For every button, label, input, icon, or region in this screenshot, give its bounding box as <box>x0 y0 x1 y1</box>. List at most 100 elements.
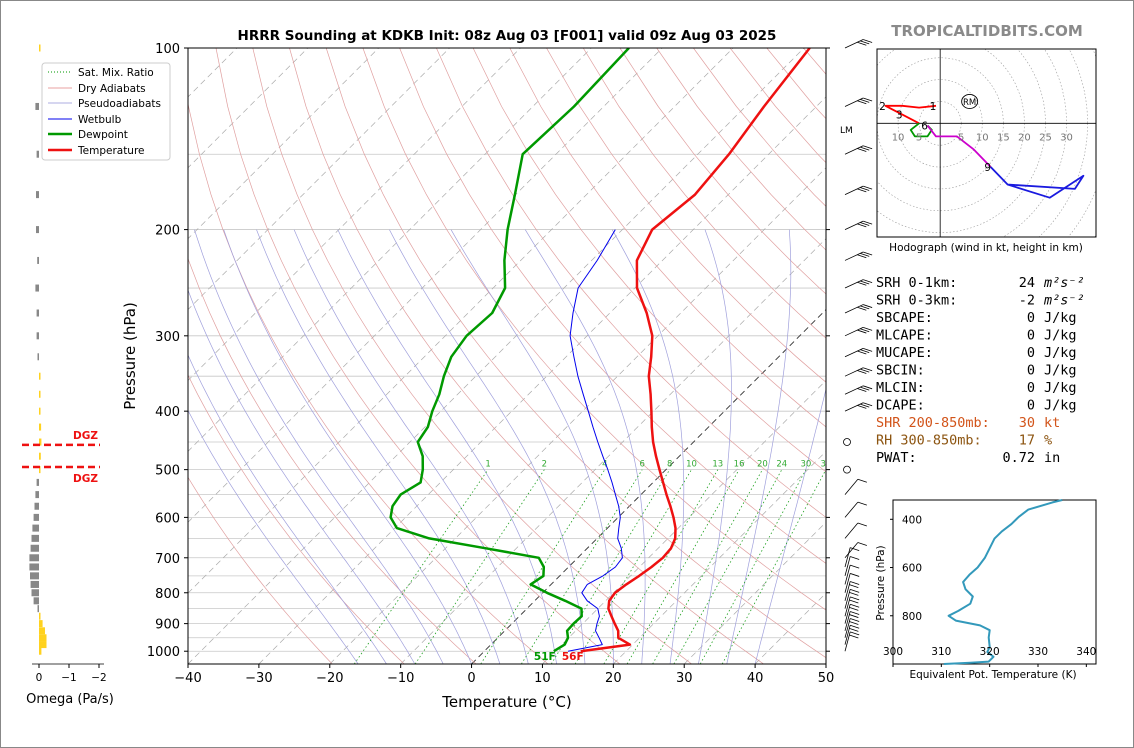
parameter-value: 0 <box>1027 328 1035 344</box>
hodograph-ring-label: 5 <box>958 132 964 143</box>
barb-staff <box>844 573 851 593</box>
theta-e-x-tick-label: 310 <box>931 646 951 658</box>
omega-x-tick-label: −2 <box>91 672 106 684</box>
mixing-ratio-line <box>574 469 692 664</box>
barb-staff <box>844 97 864 107</box>
theta-e-y-tick-label: 400 <box>902 514 922 526</box>
omega-bar <box>39 620 43 628</box>
omega-bar <box>29 554 39 562</box>
omega-bar <box>29 563 39 571</box>
barb-flag <box>857 350 867 355</box>
omega-bar <box>35 284 39 292</box>
parameter-label: SBCIN: <box>876 363 925 379</box>
parameter-unit: J/kg <box>1044 345 1077 361</box>
dry-adiabat <box>252 48 692 664</box>
parameter-value: 30 <box>1019 415 1035 431</box>
barb-staff <box>844 185 864 195</box>
barb-flag <box>862 326 873 331</box>
wind-barb <box>844 611 860 631</box>
parameter-value: -2 <box>1019 293 1035 309</box>
barb-staff <box>844 279 864 289</box>
legend-label: Sat. Mix. Ratio <box>78 67 154 79</box>
wind-barb <box>844 522 867 539</box>
barb-flag <box>849 584 859 588</box>
isotherm <box>188 48 521 381</box>
mixing-ratio-line <box>480 469 606 664</box>
parameter-label: MUCAPE: <box>876 345 933 361</box>
parameter-table: SRH 0-1km: 24 m²s⁻² SRH 0-3km: -2 m²s⁻² SBCAPE… <box>876 275 1085 466</box>
omega-bar <box>31 589 39 597</box>
y-tick-label: 400 <box>155 405 180 420</box>
mixing-ratio-label: 36 <box>820 460 831 470</box>
x-tick-label: 10 <box>534 671 551 686</box>
site-credit: TROPICALTIDBITS.COM <box>891 22 1083 40</box>
barb-flag <box>857 542 867 546</box>
theta-e-frame <box>892 499 1097 665</box>
isotherm <box>188 48 379 240</box>
barb-flag <box>860 222 870 226</box>
omega-panel: 0 −1 −2 Omega (Pa/s) DGZ DGZ <box>22 44 114 707</box>
barb-flag <box>860 146 870 151</box>
barb-flag <box>862 304 873 308</box>
omega-bar <box>31 534 39 542</box>
mixing-ratio-line <box>353 469 489 664</box>
pseudoadiabat <box>337 229 557 664</box>
barb-flag <box>849 634 859 639</box>
skewt-y-label: Pressure (hPa) <box>121 302 139 410</box>
barb-flag <box>850 581 860 585</box>
isotherm <box>188 48 592 452</box>
dry-adiabat <box>188 476 333 664</box>
mixing-ratio-line <box>721 469 826 664</box>
mixing-ratio-label: 30 <box>800 460 811 470</box>
parameter-value: 0 <box>1027 345 1035 361</box>
barb-flag <box>857 188 867 193</box>
wind-barb <box>844 279 873 289</box>
parameter-unit: J/kg <box>1044 398 1077 414</box>
x-tick-label: 50 <box>818 671 835 686</box>
wind-barb <box>844 603 860 624</box>
omega-bar <box>35 491 39 499</box>
y-tick-label: 200 <box>155 224 180 239</box>
parameter-label: SRH 0-3km: <box>876 293 957 309</box>
mixing-ratio-label: 24 <box>776 460 787 470</box>
omega-bar <box>37 353 39 361</box>
wind-barbs <box>843 39 873 652</box>
barb-flag <box>857 100 867 105</box>
barb-staff <box>844 522 859 539</box>
wind-barb <box>844 618 860 638</box>
barb-flag <box>862 39 873 43</box>
parameter-label: MLCIN: <box>876 380 925 396</box>
skewt-legend: Sat. Mix. Ratio Dry Adiabats Pseudoadiab… <box>41 62 171 161</box>
isotherm <box>188 48 805 664</box>
pseudoadiabat <box>223 229 472 664</box>
wind-barb <box>844 97 873 107</box>
barb-flag <box>857 148 867 152</box>
pseudoadiabat <box>256 229 501 664</box>
mixing-ratio-label: 1 <box>485 460 490 470</box>
mixing-ratio-label: 6 <box>639 460 644 470</box>
omega-bar <box>39 407 41 415</box>
y-tick-label: 900 <box>155 618 180 633</box>
pseudoadiabat <box>611 229 685 664</box>
barb-flag <box>862 185 873 190</box>
x-tick-label: −10 <box>387 671 414 686</box>
wind-barb <box>844 367 873 377</box>
pseudoadiabat <box>188 289 416 664</box>
barb-flag <box>857 405 867 409</box>
parameter-unit: % <box>1044 433 1052 449</box>
mixing-ratio-line <box>626 469 740 664</box>
wind-barb <box>844 478 867 495</box>
hodograph-trace <box>990 166 1085 199</box>
skewt-title: HRRR Sounding at KDKB Init: 08z Aug 03 [… <box>238 28 777 44</box>
dry-adiabat <box>582 48 826 339</box>
hodograph-height-label: 1 <box>930 101 937 113</box>
barb-flag <box>850 611 860 615</box>
omega-x-tick-label: 0 <box>36 672 43 684</box>
barb-staff <box>844 347 864 358</box>
pseudoadiabat <box>524 229 646 664</box>
theta-e-x-tick-label: 300 <box>883 646 903 658</box>
rm-label: RM <box>963 98 976 108</box>
isotherm <box>188 48 450 311</box>
wind-barb <box>844 326 873 337</box>
